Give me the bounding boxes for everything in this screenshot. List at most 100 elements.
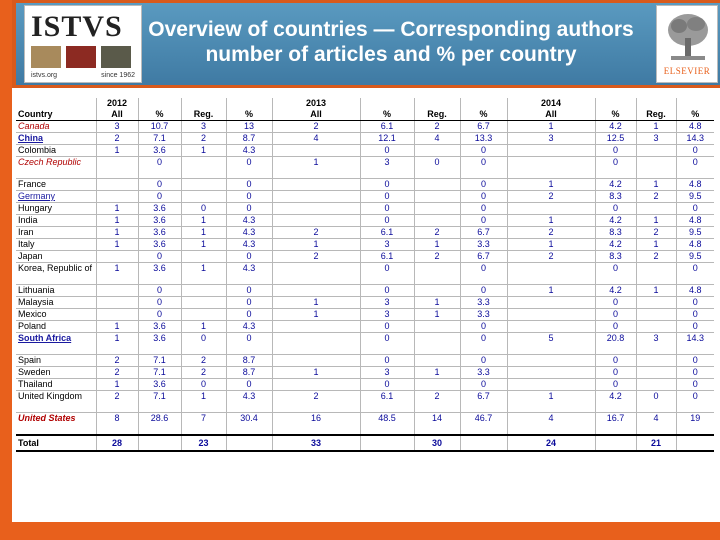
value-cell: 0 [138, 296, 182, 309]
value-cell: 12.1 [360, 132, 415, 145]
total-cell: 23 [181, 434, 227, 452]
value-cell [414, 202, 461, 215]
value-cell: 4.3 [226, 226, 273, 239]
value-cell: 6.7 [460, 120, 508, 133]
value-cell: 1 [507, 120, 596, 133]
value-cell: 2 [96, 132, 139, 145]
value-cell [96, 284, 139, 297]
value-cell: 1 [272, 156, 361, 179]
value-cell [272, 144, 361, 157]
column-header: % [360, 109, 415, 121]
total-cell [460, 434, 508, 452]
value-cell: 1 [636, 284, 677, 297]
value-cell: 3.6 [138, 238, 182, 251]
table-row: United States 8 28.6 7 30.4 16 48.5 14 46.7 4 16.7… [16, 412, 714, 436]
value-cell: 9.5 [676, 190, 714, 203]
total-cell [360, 434, 415, 452]
value-cell: 2 [414, 120, 461, 133]
value-cell: 0 [360, 202, 415, 215]
total-cell [138, 434, 182, 452]
value-cell: 0 [138, 178, 182, 191]
value-cell: 0 [360, 378, 415, 391]
table-row: United Kingdom 2 7.1 1 4.3 2 6.1 2 6.7 1 4.2 0 0 [16, 390, 714, 413]
value-cell: 0 [460, 156, 508, 179]
table-row: Spain 2 7.1 2 8.7 0 0 0 0 [16, 354, 714, 367]
value-cell: 0 [138, 250, 182, 263]
value-cell: 4.8 [676, 214, 714, 227]
value-cell [636, 320, 677, 333]
value-cell: 1 [181, 262, 227, 285]
value-cell: 1 [181, 226, 227, 239]
value-cell: 1 [96, 262, 139, 285]
value-cell: 7.1 [138, 390, 182, 413]
value-cell: 1 [507, 238, 596, 251]
country-cell: Italy [16, 238, 97, 251]
value-cell: 3 [360, 366, 415, 379]
value-cell: 2 [181, 366, 227, 379]
value-cell: 0 [360, 284, 415, 297]
value-cell: 1 [414, 238, 461, 251]
value-cell: 0 [595, 202, 637, 215]
value-cell: 4.3 [226, 390, 273, 413]
table-row: Korea, Republic of 1 3.6 1 4.3 0 0 0 0 [16, 262, 714, 285]
value-cell: 20.8 [595, 332, 637, 355]
value-cell [181, 308, 227, 321]
value-cell: 0 [226, 332, 273, 355]
value-cell: 2 [636, 250, 677, 263]
value-cell [272, 214, 361, 227]
value-cell: 3 [96, 120, 139, 133]
value-cell: 4.3 [226, 262, 273, 285]
value-cell: 9.5 [676, 250, 714, 263]
value-cell: 0 [460, 332, 508, 355]
value-cell: 1 [272, 308, 361, 321]
value-cell [507, 320, 596, 333]
value-cell: 2 [96, 354, 139, 367]
value-cell [272, 202, 361, 215]
value-cell: 2 [272, 250, 361, 263]
table-row: China 2 7.1 2 8.7 4 12.1 4 13.3 3 12.5 3 14.3 [16, 132, 714, 145]
table-row: Italy 1 3.6 1 4.3 1 3 1 3.3 1 4.2 1 4.8 [16, 238, 714, 251]
column-header: % [676, 109, 714, 121]
value-cell [636, 262, 677, 285]
value-cell: 8.7 [226, 366, 273, 379]
country-cell: United States [16, 412, 97, 436]
value-cell: 4.2 [595, 178, 637, 191]
value-cell: 7 [181, 412, 227, 436]
page-title: Overview of countries — Corresponding au… [146, 17, 636, 67]
value-cell: 0 [595, 366, 637, 379]
value-cell: 1 [96, 238, 139, 251]
value-cell: 1 [272, 238, 361, 251]
value-cell: 0 [460, 284, 508, 297]
value-cell: 1 [96, 226, 139, 239]
value-cell: 0 [460, 144, 508, 157]
value-cell: 14 [414, 412, 461, 436]
value-cell: 6.7 [460, 250, 508, 263]
table-row: Malaysia 0 0 1 3 1 3.3 0 0 [16, 296, 714, 309]
bottom-accent-bar [12, 522, 720, 540]
value-cell: 7.1 [138, 366, 182, 379]
value-cell [414, 284, 461, 297]
total-cell [676, 434, 714, 452]
value-cell: 0 [595, 296, 637, 309]
value-cell: 4.3 [226, 320, 273, 333]
value-cell: 12.5 [595, 132, 637, 145]
value-cell: 1 [96, 144, 139, 157]
country-cell: Spain [16, 354, 97, 367]
value-cell: 28.6 [138, 412, 182, 436]
value-cell [507, 262, 596, 285]
value-cell: 3.6 [138, 262, 182, 285]
value-cell: 2 [272, 120, 361, 133]
value-cell [636, 156, 677, 179]
value-cell [414, 332, 461, 355]
value-cell [181, 178, 227, 191]
country-cell: Mexico [16, 308, 97, 321]
value-cell: 3.3 [460, 308, 508, 321]
value-cell: 0 [360, 178, 415, 191]
value-cell: 0 [460, 262, 508, 285]
value-cell: 30.4 [226, 412, 273, 436]
value-cell: 0 [226, 284, 273, 297]
value-cell: 1 [96, 202, 139, 215]
value-cell [96, 178, 139, 191]
elsevier-logo-label: ELSEVIER [663, 66, 711, 76]
value-cell: 0 [138, 308, 182, 321]
